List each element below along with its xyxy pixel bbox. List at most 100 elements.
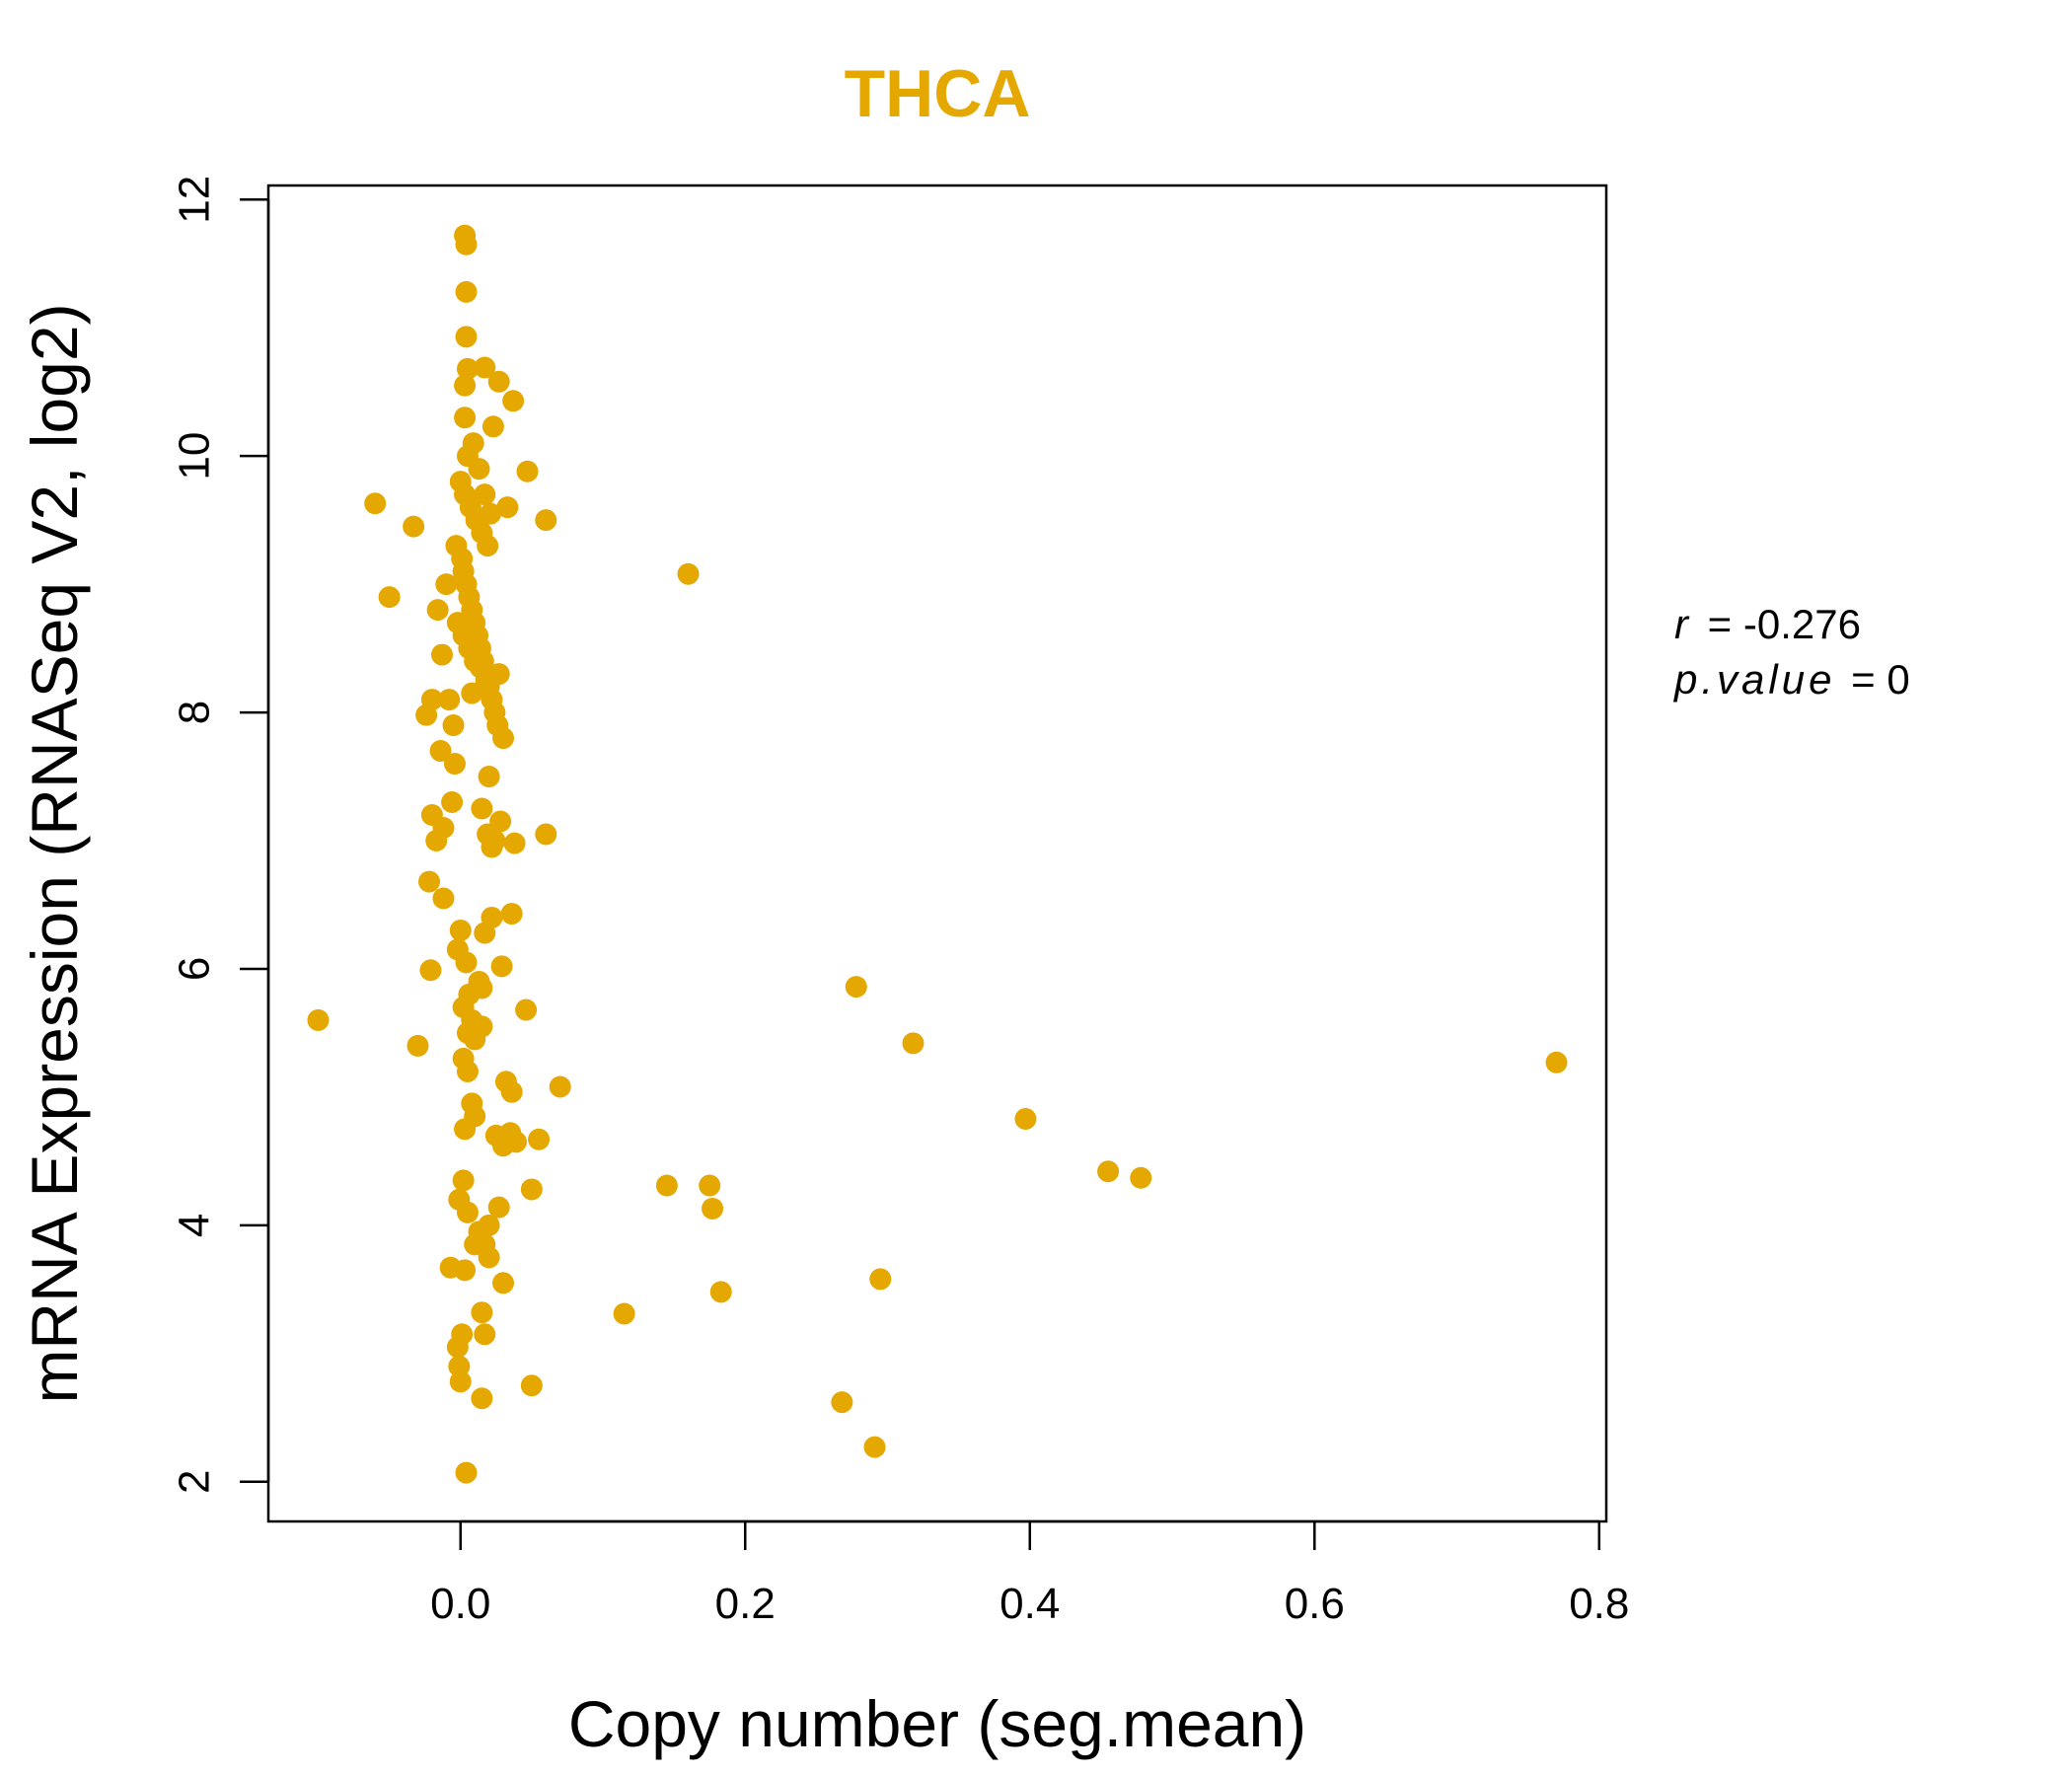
data-point [515,999,538,1021]
data-point [677,562,700,585]
data-point [468,458,490,481]
data-point [474,483,496,506]
data-point [446,1336,469,1359]
data-point [481,415,504,438]
data-point [492,1272,515,1295]
x-tick-label: 0.4 [999,1580,1060,1628]
data-point [449,919,472,941]
data-point [456,1060,479,1082]
data-point [454,407,477,429]
data-point [520,1374,543,1397]
data-point [699,1174,721,1197]
x-axis-label: Copy number (seg.mean) [568,1687,1306,1760]
x-tick-label: 0.2 [715,1580,776,1628]
data-point [902,1032,925,1055]
data-point [443,753,466,776]
data-point [831,1391,853,1414]
y-tick-label: 12 [171,176,219,224]
data-point [474,1323,496,1346]
data-point [418,870,441,893]
data-point [492,727,515,750]
y-tick-label: 8 [171,701,219,724]
data-point [378,586,401,609]
data-point [709,1281,732,1303]
data-point [478,766,500,788]
data-point [503,832,526,854]
data-point [455,280,478,303]
data-point [435,573,458,596]
data-point [474,922,496,944]
data-point [516,460,539,482]
data-point [461,682,483,704]
r-label: r [1674,601,1690,647]
y-tick-label: 2 [171,1469,219,1493]
data-point [496,496,519,519]
y-tick-label: 4 [171,1214,219,1237]
data-point [863,1436,886,1458]
data-point [1014,1107,1037,1130]
data-point [535,823,557,846]
data-point [500,903,523,925]
data-point [702,1197,724,1220]
data-points [307,224,1568,1484]
data-point [487,663,510,686]
data-point [429,740,452,763]
correlation-r: r = -0.276 [1674,601,1861,647]
data-point [464,1233,486,1256]
data-point [478,1246,500,1269]
data-point [502,390,525,412]
data-point [307,1008,330,1031]
data-point [1130,1166,1152,1189]
data-point [535,509,557,532]
data-point [454,1118,477,1141]
data-point [456,1201,479,1223]
data-point [455,233,478,256]
data-point [528,1128,551,1150]
chart-title: THCA [845,56,1031,131]
data-point [432,887,455,910]
y-axis-label: mRNA Expression (RNASeq V2, log2) [18,303,91,1403]
data-point [455,1461,478,1484]
data-point [869,1268,892,1291]
data-point [655,1174,678,1197]
data-point [613,1302,635,1325]
data-point [442,714,465,737]
data-point [505,1131,528,1153]
data-point [455,326,478,348]
data-point [1097,1160,1120,1183]
data-point [364,492,387,515]
data-point [430,643,453,666]
data-point [420,689,443,711]
data-point [439,1256,462,1279]
data-point [520,1178,543,1201]
data-point [487,1196,510,1219]
data-point [403,515,425,538]
data-point [845,976,867,999]
data-point [471,1301,493,1324]
r-value: -0.276 [1743,601,1861,647]
y-axis: 2 4 6 8 10 12 [171,176,270,1494]
y-tick-label: 10 [171,432,219,481]
x-axis: 0.0 0.2 0.4 0.6 0.8 [430,1519,1629,1628]
data-point [471,797,493,820]
p-label: p.value [1672,656,1835,703]
correlation-p-value: p.value = 0 [1672,656,1910,703]
data-point [477,535,499,557]
y-tick-label: 6 [171,957,219,981]
data-point [1545,1051,1568,1073]
data-point [487,370,510,393]
data-point [480,502,502,525]
data-point [471,977,493,999]
x-tick-label: 0.6 [1285,1580,1345,1628]
data-point [474,356,496,379]
data-point [438,689,461,711]
x-tick-label: 0.0 [430,1580,490,1628]
data-point [500,1080,523,1103]
data-point [426,599,449,622]
data-point [454,374,477,397]
data-point [452,1169,475,1192]
data-point [477,823,499,846]
p-value: 0 [1887,656,1909,703]
data-point [471,1387,493,1410]
